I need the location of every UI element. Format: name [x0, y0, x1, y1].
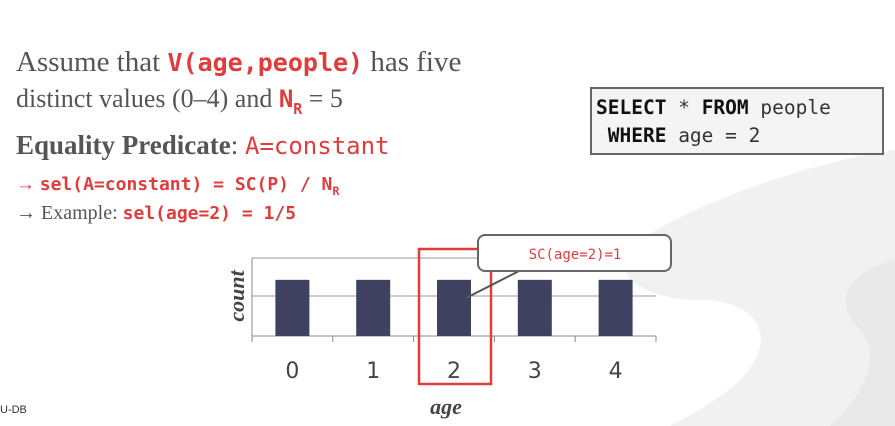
- sql-text: *: [666, 96, 702, 119]
- separator: :: [230, 130, 245, 160]
- code-example: sel(age=2) = 1/5: [122, 203, 297, 224]
- sql-line-1: SELECT * FROM people: [596, 96, 831, 119]
- statement-line-1: Assume that V(age,people) has five: [16, 46, 461, 79]
- x-axis-label: age: [430, 394, 462, 419]
- sql-text: age = 2: [666, 124, 761, 147]
- sql-keyword: FROM: [701, 96, 749, 119]
- footer-label: U-DB: [0, 404, 27, 416]
- background-shape: [623, 150, 895, 426]
- text: has five: [363, 46, 462, 78]
- text: = 5: [302, 84, 343, 113]
- callout-label: SC(age=2)=1: [529, 247, 622, 263]
- code-a-constant: A=constant: [245, 132, 390, 160]
- arrow-text: → Example:: [16, 202, 123, 224]
- x-tick-label: 1: [366, 359, 380, 384]
- sql-query-box: SELECT * FROM people WHERE age = 2: [590, 87, 884, 155]
- sql-keyword: SELECT: [596, 96, 667, 119]
- predicate-heading: Equality Predicate: A=constant: [16, 130, 390, 161]
- code-v-age-people: V(age,people): [167, 48, 364, 77]
- n-letter: N: [278, 85, 294, 113]
- x-tick-label: 4: [609, 359, 623, 384]
- x-tick-label: 2: [447, 359, 461, 384]
- histogram-bar: [356, 279, 391, 336]
- heading-label: Equality Predicate: [16, 130, 231, 160]
- histogram-bar: [517, 279, 552, 336]
- sql-line-2: WHERE age = 2: [596, 124, 761, 147]
- background-shape: [830, 260, 895, 426]
- chart-bars: [275, 279, 633, 336]
- x-tick-label: 0: [285, 359, 299, 384]
- histogram-bar: [275, 279, 310, 336]
- text: distinct values (0–4) and: [16, 84, 279, 113]
- text: Assume that: [16, 46, 168, 78]
- subscript: R: [293, 99, 303, 118]
- arrow-text: →: [16, 174, 40, 195]
- callout-pointer: [465, 267, 526, 299]
- code-formula: sel(A=constant) = SC(P) / N: [39, 174, 333, 195]
- x-tick-label: 3: [528, 359, 542, 384]
- formula-line: → sel(A=constant) = SC(P) / NR: [16, 174, 340, 199]
- histogram-bar: [437, 279, 471, 336]
- sql-keyword: WHERE: [607, 124, 667, 147]
- example-line: → Example: sel(age=2) = 1/5: [16, 202, 296, 225]
- chart-ticks: 0 1 2 3 4: [285, 359, 622, 384]
- n-r-symbol: NR: [278, 85, 302, 118]
- statement-line-2: distinct values (0–4) and NR = 5: [16, 84, 343, 118]
- callout-box: [477, 234, 672, 272]
- histogram-bar: [598, 279, 633, 336]
- y-axis-label: count: [224, 269, 249, 321]
- subscript: R: [332, 184, 340, 199]
- sql-text: people: [748, 96, 831, 119]
- highlight-box: [417, 247, 493, 386]
